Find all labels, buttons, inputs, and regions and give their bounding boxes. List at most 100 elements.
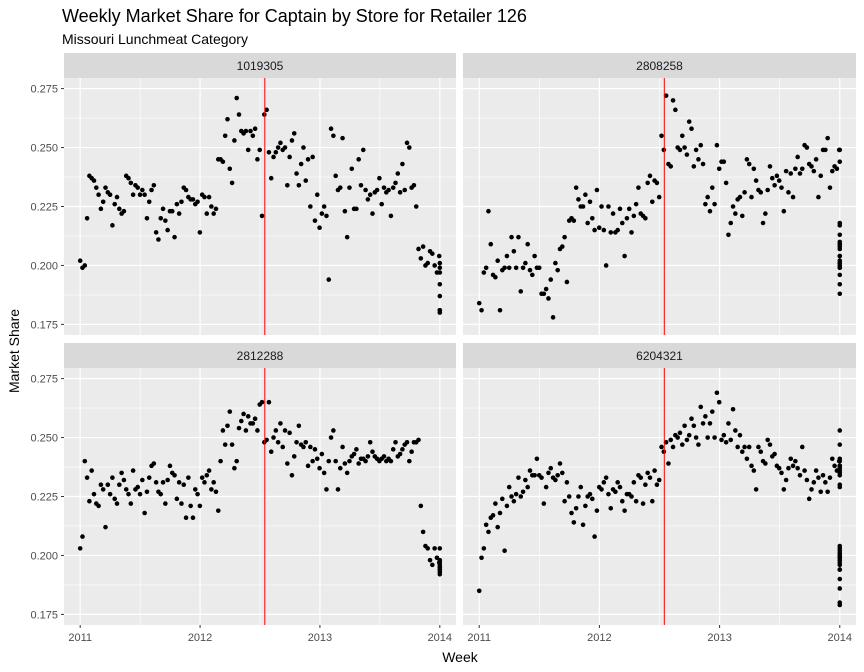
data-point <box>670 98 676 103</box>
facet-strip <box>64 53 456 78</box>
data-point <box>393 439 398 445</box>
data-point <box>243 128 249 134</box>
data-point <box>112 201 118 207</box>
data-point <box>707 208 713 214</box>
data-point <box>114 194 120 200</box>
data-point <box>837 265 843 271</box>
data-point <box>165 477 170 483</box>
data-point <box>495 524 500 530</box>
y-tick-label: 0.200 <box>30 260 58 272</box>
data-point <box>100 487 106 492</box>
data-point <box>809 487 814 492</box>
data-point <box>409 449 414 455</box>
data-point <box>285 182 290 188</box>
data-point <box>772 182 777 188</box>
x-tick-label: 2014 <box>828 632 852 644</box>
data-point <box>758 190 764 195</box>
data-point <box>105 482 111 488</box>
data-point <box>153 230 159 235</box>
data-point <box>696 442 701 447</box>
data-point <box>404 439 410 445</box>
data-point <box>255 157 260 162</box>
data-point <box>245 147 251 153</box>
data-point <box>837 272 843 278</box>
data-point <box>626 206 632 212</box>
data-point <box>765 187 770 193</box>
data-point <box>236 112 242 117</box>
data-point <box>624 215 630 221</box>
data-point <box>596 225 602 231</box>
data-point <box>774 173 780 179</box>
data-point <box>197 503 203 509</box>
data-point <box>407 458 412 464</box>
data-point <box>705 194 710 200</box>
data-point <box>271 154 276 160</box>
data-point <box>555 472 560 478</box>
data-point <box>328 126 334 131</box>
data-point <box>728 220 734 226</box>
data-point <box>126 175 131 181</box>
data-point <box>243 428 249 433</box>
data-point <box>636 185 641 190</box>
data-point <box>227 166 233 172</box>
data-point <box>587 491 593 497</box>
data-point <box>723 439 729 445</box>
data-point <box>172 472 177 478</box>
data-point <box>640 501 646 506</box>
facet-label: 2812288 <box>237 349 284 363</box>
data-point <box>709 409 715 414</box>
data-point <box>360 147 366 153</box>
data-point <box>726 421 731 426</box>
data-point <box>723 180 729 186</box>
x-axis-title: Week <box>442 649 479 665</box>
data-point <box>837 602 843 608</box>
data-point <box>523 260 528 266</box>
data-point <box>308 444 313 450</box>
data-point <box>543 484 549 490</box>
data-point <box>206 194 212 200</box>
data-point <box>218 458 223 464</box>
data-point <box>746 444 752 450</box>
data-point <box>834 166 840 172</box>
data-point <box>746 161 752 167</box>
data-point <box>130 468 136 473</box>
data-point <box>96 192 101 198</box>
data-point <box>518 289 524 294</box>
data-point <box>797 472 803 478</box>
data-point <box>374 187 380 193</box>
data-point <box>275 145 281 150</box>
data-point <box>693 147 699 153</box>
data-point <box>677 147 683 153</box>
data-point <box>151 461 157 466</box>
data-point <box>776 465 782 471</box>
data-point <box>77 258 83 264</box>
data-point <box>285 461 290 466</box>
data-point <box>303 439 309 445</box>
y-tick-label: 0.225 <box>30 202 58 214</box>
data-point <box>291 131 297 136</box>
data-point <box>117 482 122 488</box>
data-point <box>825 135 830 141</box>
data-point <box>328 435 334 440</box>
data-point <box>268 175 274 181</box>
data-point <box>813 157 819 162</box>
data-point <box>788 456 794 462</box>
data-point <box>629 230 634 235</box>
data-point <box>413 204 419 209</box>
data-point <box>142 510 147 516</box>
data-point <box>696 157 701 162</box>
data-point <box>693 435 699 440</box>
data-point <box>211 211 216 216</box>
y-tick-label: 0.175 <box>30 319 58 331</box>
data-point <box>407 145 412 150</box>
data-point <box>356 461 361 466</box>
data-point <box>506 265 512 271</box>
data-point <box>82 458 88 464</box>
data-point <box>137 192 143 198</box>
data-point <box>500 496 505 502</box>
data-point <box>742 190 747 195</box>
data-point <box>573 505 579 511</box>
data-point <box>797 171 803 176</box>
data-point <box>509 234 514 240</box>
data-point <box>437 557 443 563</box>
